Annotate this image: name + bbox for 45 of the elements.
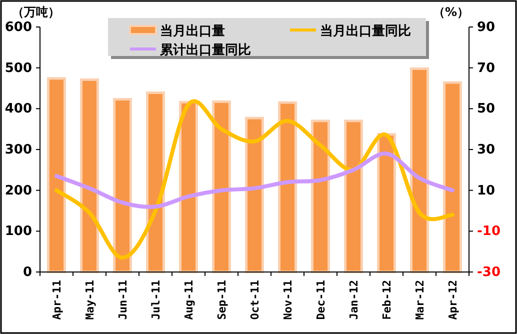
x-tick-label: Jun-11 bbox=[116, 280, 130, 320]
x-tick-label: Sep-11 bbox=[216, 280, 228, 320]
x-tick-label: Oct-11 bbox=[248, 280, 262, 320]
bar bbox=[47, 77, 66, 274]
y-axis-title: （万吨） bbox=[12, 5, 60, 19]
bar bbox=[278, 101, 297, 274]
bar bbox=[80, 78, 99, 274]
bar bbox=[212, 100, 231, 274]
legend-label: 累计出口量同比 bbox=[159, 43, 251, 58]
x-tick-label: Apr-12 bbox=[446, 280, 460, 320]
bar bbox=[146, 91, 165, 274]
x-tick-label: Nov-11 bbox=[282, 280, 294, 320]
x-tick-label: Aug-11 bbox=[182, 280, 196, 320]
x-tick-label: Mar-12 bbox=[414, 280, 426, 320]
y-tick-label: 400 bbox=[4, 102, 32, 117]
x-tick-label: Jul-11 bbox=[150, 280, 162, 320]
y-tick-label: 300 bbox=[4, 142, 32, 158]
x-tick-label: May-11 bbox=[84, 280, 96, 320]
y-tick-label: 500 bbox=[4, 60, 32, 76]
bar bbox=[443, 81, 462, 274]
y2-tick-label: 30 bbox=[477, 142, 496, 158]
y-tick-label: 200 bbox=[4, 183, 32, 198]
legend-label: 当月出口量 bbox=[160, 24, 225, 39]
bar bbox=[179, 100, 198, 274]
y-tick-label: 100 bbox=[4, 224, 32, 240]
x-tick-label: Feb-12 bbox=[380, 280, 394, 320]
y-tick-label: 0 bbox=[22, 265, 32, 280]
y2-tick-label: 70 bbox=[477, 60, 496, 76]
x-tick-label: Jan-12 bbox=[348, 280, 360, 320]
bar bbox=[113, 98, 132, 274]
y2-tick-label: -30 bbox=[477, 265, 500, 280]
x-tick-label: Dec-11 bbox=[314, 280, 328, 320]
x-tick-label: Apr-11 bbox=[50, 280, 64, 320]
legend-label: 当月出口量同比 bbox=[320, 24, 411, 39]
bar bbox=[245, 116, 264, 274]
y2-axis-title: （%） bbox=[433, 5, 470, 19]
y2-tick-label: -10 bbox=[477, 224, 500, 240]
y2-tick-label: 10 bbox=[477, 183, 496, 198]
bar bbox=[344, 120, 363, 274]
y2-tick-label: 90 bbox=[477, 20, 496, 35]
y-tick-label: 600 bbox=[4, 20, 32, 35]
bar bbox=[410, 67, 429, 274]
bar bbox=[311, 120, 330, 274]
y2-tick-label: 50 bbox=[477, 102, 496, 117]
bar bbox=[377, 133, 396, 274]
